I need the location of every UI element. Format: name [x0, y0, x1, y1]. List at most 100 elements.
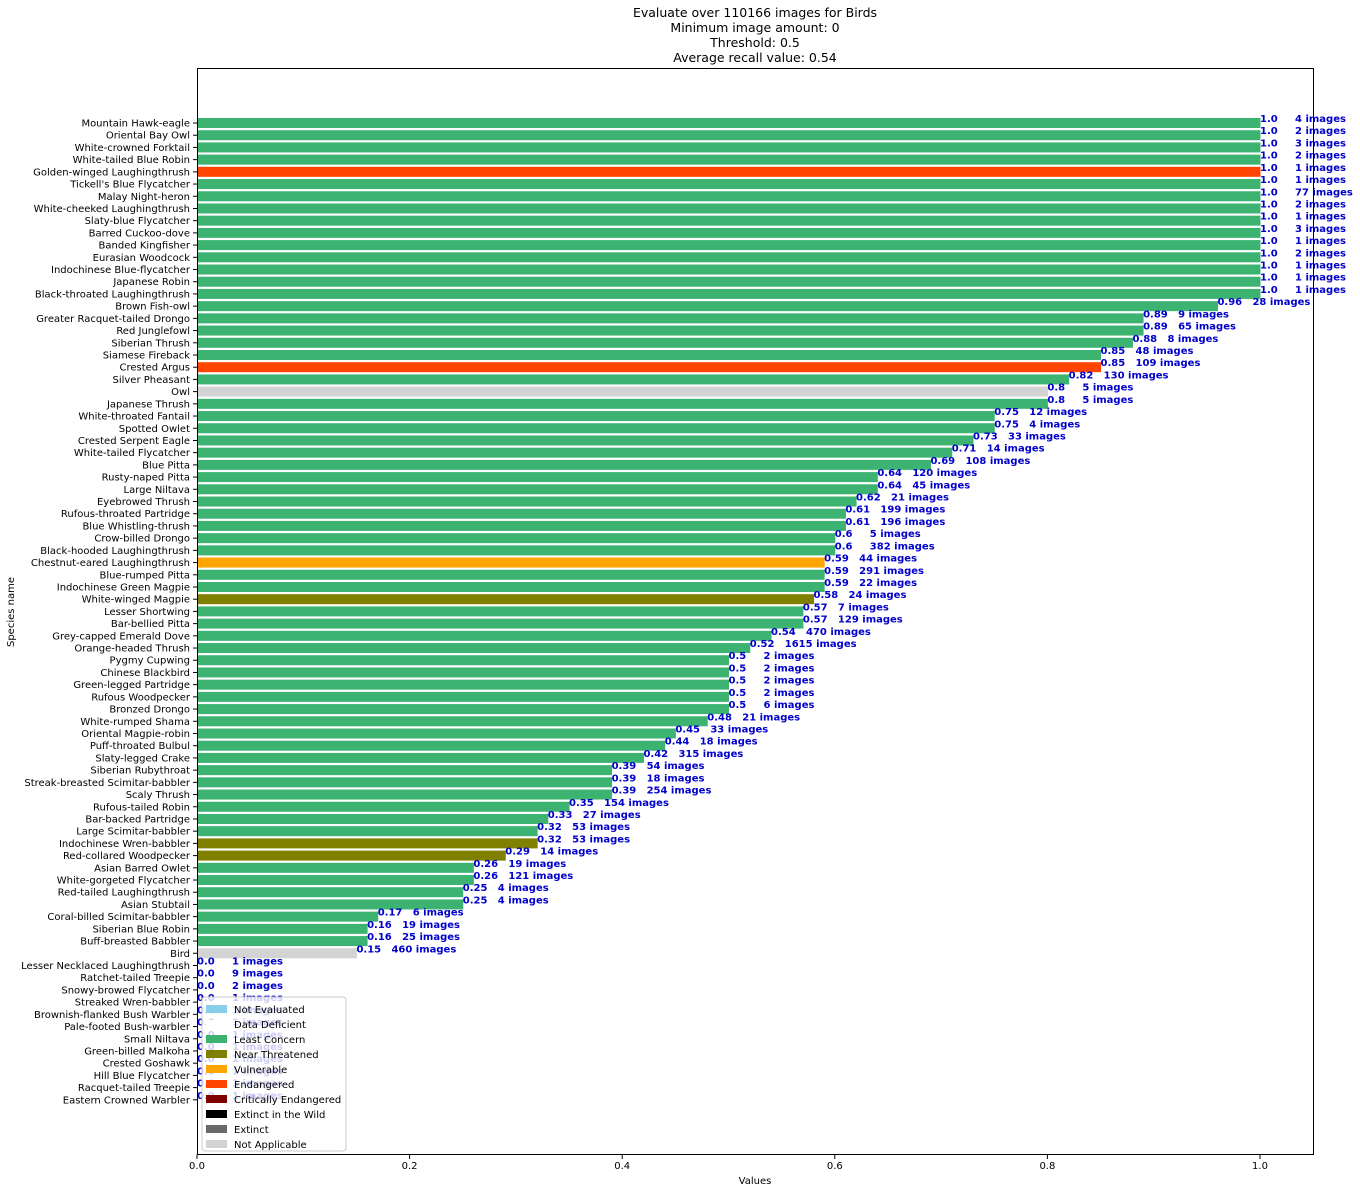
data-label-value: 0.57 [803, 602, 828, 613]
data-label-value: 0.62 [856, 493, 881, 504]
y-tick-label: Golden-winged Laughingthrush [33, 167, 190, 178]
y-tick-label: Red Junglefowl [116, 326, 190, 337]
y-tick-label: Japanese Thrush [106, 399, 190, 410]
bar [197, 215, 1261, 226]
y-tick-label: Large Scimitar-babbler [76, 827, 191, 838]
y-tick-label: Asian Stubtail [121, 900, 190, 911]
data-label-value: 0.0 [197, 969, 215, 980]
data-label-count: 18 images [700, 737, 758, 748]
bar [197, 166, 1261, 177]
legend-swatch [206, 1110, 227, 1118]
data-label-count: 130 images [1104, 370, 1169, 381]
y-tick-label: Rufous-throated Partridge [61, 509, 190, 520]
data-label-value: 0.45 [675, 725, 700, 736]
data-label-value: 1.0 [1260, 285, 1278, 296]
legend-swatch [206, 1020, 227, 1028]
x-tick-label: 1.0 [1252, 1161, 1268, 1172]
bar [197, 374, 1070, 385]
bar [197, 472, 878, 483]
data-label-value: 0.26 [473, 859, 498, 870]
data-label-value: 0.5 [729, 651, 747, 662]
data-label-count: 2 images [1295, 151, 1346, 162]
data-label-value: 0.16 [367, 920, 392, 931]
y-tick-label: Lesser Necklaced Laughingthrush [21, 961, 190, 972]
data-label-count: 19 images [402, 920, 460, 931]
data-label-count: 4 images [1295, 114, 1346, 125]
data-label-value: 0.85 [1101, 358, 1126, 369]
data-label-value: 0.8 [1047, 395, 1065, 406]
data-label-count: 154 images [604, 798, 669, 809]
bar [197, 325, 1144, 336]
plot-frame [197, 68, 1314, 1155]
data-label-value: 0.61 [845, 517, 870, 528]
data-label-value: 0.5 [729, 676, 747, 687]
data-label-value: 0.39 [612, 761, 637, 772]
chart-title: Evaluate over 110166 images for Birds Mi… [633, 5, 877, 65]
bar [197, 276, 1261, 287]
bar [197, 118, 1261, 128]
bar [197, 777, 613, 788]
y-tick-label: Indochinese Blue-flycatcher [51, 265, 191, 276]
bar [197, 875, 474, 886]
data-label-value: 0.35 [569, 798, 594, 809]
x-tick-label: 0.4 [614, 1161, 630, 1172]
x-tick-label: 0.8 [1039, 1161, 1055, 1172]
bar [197, 386, 1048, 397]
bar [197, 508, 846, 519]
data-label-value: 0.69 [930, 456, 955, 467]
data-label-value: 0.75 [994, 419, 1019, 430]
data-label-count: 121 images [508, 871, 573, 882]
data-label-count: 1615 images [785, 639, 857, 650]
bar [197, 765, 613, 776]
y-tick-label: Eurasian Woodcock [93, 253, 191, 264]
bar [197, 362, 1102, 373]
data-label-count: 2 images [764, 676, 815, 687]
y-tick-label: White-tailed Flycatcher [74, 448, 191, 459]
data-label-count: 6 images [764, 700, 815, 711]
data-label-value: 0.17 [378, 908, 403, 919]
data-label-value: 0.25 [463, 883, 488, 894]
legend-label: Critically Endangered [234, 1095, 341, 1106]
y-tick-label: Green-legged Partridge [73, 680, 190, 691]
y-tick-label: Brownish-flanked Bush Warbler [34, 1010, 191, 1021]
data-label-value: 0.58 [814, 590, 839, 601]
bar [197, 899, 464, 910]
bar [197, 691, 729, 702]
data-label-value: 0.89 [1143, 322, 1168, 333]
bar [197, 496, 857, 507]
data-label-count: 19 images [508, 859, 566, 870]
data-label-value: 0.44 [665, 737, 690, 748]
legend-label: Not Evaluated [234, 1005, 305, 1016]
bar [197, 240, 1261, 251]
y-tick-label: Siberian Blue Robin [92, 924, 190, 935]
data-label-count: 33 images [710, 725, 768, 736]
data-label-count: 291 images [859, 566, 924, 577]
legend-swatch [206, 1005, 227, 1013]
data-label-value: 0.16 [367, 932, 392, 943]
data-label-value: 0.64 [877, 480, 902, 491]
data-label-value: 0.89 [1143, 309, 1168, 320]
bar [197, 643, 751, 654]
bar [197, 752, 644, 763]
data-label-count: 21 images [891, 493, 949, 504]
data-label-count: 1 images [1295, 285, 1346, 296]
y-tick-label: Crested Goshawk [103, 1059, 191, 1070]
data-label-value: 0.0 [197, 956, 215, 967]
bar [197, 545, 836, 556]
data-label-count: 460 images [391, 944, 456, 955]
data-label-value: 0.29 [505, 847, 530, 858]
data-label-value: 1.0 [1260, 236, 1278, 247]
data-label-count: 44 images [859, 554, 917, 565]
y-tick-label: Crested Argus [119, 363, 190, 374]
data-label-count: 254 images [647, 786, 712, 797]
data-label-count: 28 images [1252, 297, 1310, 308]
bar [197, 667, 729, 678]
bar [197, 337, 1133, 348]
data-label-value: 1.0 [1260, 212, 1278, 223]
data-label-count: 199 images [880, 505, 945, 516]
data-label-value: 0.61 [845, 505, 870, 516]
y-tick-label: Red-tailed Laughingthrush [58, 888, 190, 899]
data-label-value: 0.42 [643, 749, 668, 760]
data-label-count: 33 images [1008, 431, 1066, 442]
bar [197, 630, 772, 641]
